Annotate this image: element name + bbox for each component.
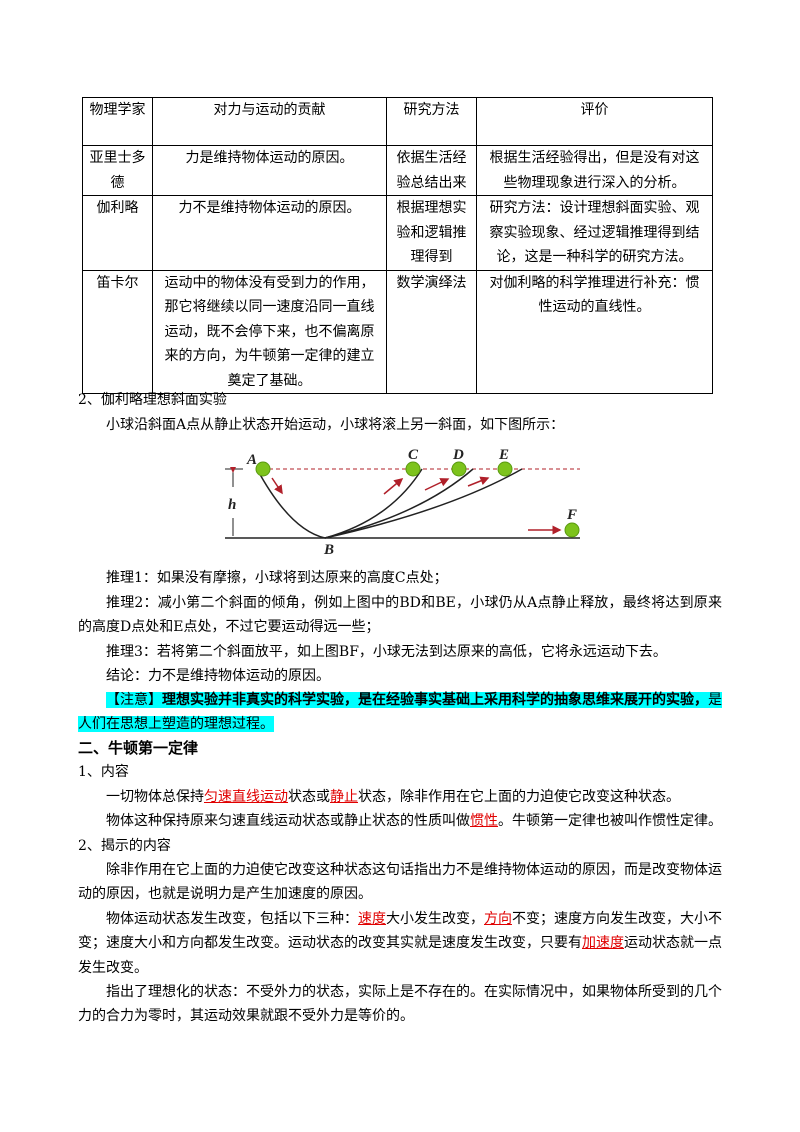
table-header-row: 物理学家 对力与运动的贡献 研究方法 评价 (82, 97, 713, 146)
cell: 依据生活经验总结出来 (386, 145, 477, 196)
reasoning-2: 推理2：减小第二个斜面的倾角，例如上图中的BD和BE，小球仍从A点静止释放，最终… (78, 595, 722, 636)
ball-f (564, 522, 580, 538)
text: 。牛顿第一定律也被叫作惯性定律。 (498, 813, 722, 829)
key-term: 方向 (484, 911, 512, 927)
slope-be (324, 468, 523, 539)
header-cell: 评价 (476, 97, 713, 146)
reasoning-1: 推理1：如果没有摩擦，小球将到达原来的高度C点处； (106, 570, 448, 586)
key-term: 静止 (330, 789, 358, 805)
label-h: h (228, 497, 236, 513)
slope-ab (256, 468, 326, 539)
key-term: 惯性 (470, 813, 498, 829)
cell: 伽利略 (82, 195, 153, 271)
text: 物体这种保持原来匀速直线运动状态或静止状态的性质叫做 (106, 813, 470, 829)
conclusion: 结论：力不是维持物体运动的原因。 (106, 668, 330, 684)
cell: 根据生活经验得出，但是没有对这些物理现象进行深入的分析。 (476, 145, 713, 196)
motion-arrow (467, 476, 490, 487)
note-tag: 【注意】 (106, 692, 162, 708)
subheading: 2、揭示的内容 (78, 838, 171, 854)
header-cell: 物理学家 (82, 97, 153, 146)
text: 状态或 (288, 789, 330, 805)
note-rest: 是人们在思想上塑造的理想过程。 (78, 692, 722, 733)
paragraph: 一切物体总保持匀速直线运动状态或静止状态，除非作用在它上面的力迫使它改变这种状态… (78, 785, 722, 809)
paragraph: 除非作用在它上面的力迫使它改变这种状态这句话指出力不是维持物体运动的原因，而是改… (78, 862, 722, 903)
paragraph: 物体运动状态发生改变，包括以下三种：速度大小发生改变，方向不变；速度方向发生改变… (78, 907, 722, 980)
label-f: F (566, 507, 577, 523)
cell: 研究方法：设计理想斜面实验、观察实验现象、经过逻辑推理得到结论，这是一种科学的研… (476, 195, 713, 271)
ball-c (405, 461, 421, 477)
table-row: 笛卡尔 运动中的物体没有受到力的作用，那它将继续以同一速度沿同一直线运动，既不会… (82, 269, 713, 394)
text: 状态，除非作用在它上面的力迫使它改变这种状态。 (358, 789, 680, 805)
paragraph: 物体这种保持原来匀速直线运动状态或静止状态的性质叫做惯性。牛顿第一定律也被叫作惯… (78, 809, 722, 833)
slope-bd (324, 468, 474, 539)
cell: 数学演绎法 (386, 269, 477, 394)
key-term: 加速度 (582, 935, 624, 952)
label-e: E (498, 447, 509, 463)
cell: 力是维持物体运动的原因。 (152, 145, 387, 196)
ball-e (497, 461, 513, 477)
key-term: 速度 (358, 911, 386, 927)
table-row: 亚里士多德 力是维持物体运动的原因。 依据生活经验总结出来 根据生活经验得出，但… (82, 145, 713, 196)
motion-arrow (424, 478, 450, 491)
label-c: C (408, 447, 419, 463)
ball-d (451, 461, 467, 477)
ball-a (255, 461, 271, 477)
motion-arrow (271, 477, 283, 495)
section-heading: 二、牛顿第一定律 (78, 739, 199, 757)
text: 大小发生改变， (386, 911, 484, 927)
text: 物体运动状态发生改变，包括以下三种： (106, 911, 358, 927)
label-d: D (452, 447, 464, 463)
section-title: 2、伽利略理想斜面实验 (78, 392, 227, 408)
cell: 根据理想实验和逻辑推理得到 (386, 195, 477, 271)
note-bold: 理想实验并非真实的科学实验，是在经验事实基础上采用科学的抽象思维来展开的实验， (162, 692, 708, 708)
table-row: 伽利略 力不是维持物体运动的原因。 根据理想实验和逻辑推理得到 研究方法：设计理… (82, 195, 713, 271)
key-term: 匀速直线运动 (204, 789, 288, 805)
intro-text: 小球沿斜面A点从静止状态开始运动，小球将滚上另一斜面，如下图所示： (106, 417, 565, 433)
cell: 运动中的物体没有受到力的作用，那它将继续以同一速度沿同一直线运动，既不会停下来，… (152, 269, 387, 394)
text: 不变；速度方向发生改变，大小不变；速度大小和方向都发生改变。运动状态的改变其实就… (78, 911, 722, 952)
text: 运动状态就一点发生改变。 (78, 935, 722, 976)
subheading: 1、内容 (78, 764, 129, 780)
physicists-table: 物理学家 对力与运动的贡献 研究方法 评价 亚里士多德 力是维持物体运动的原因。… (82, 97, 713, 394)
slope-bc (324, 468, 423, 539)
label-b: B (323, 542, 334, 558)
note-paragraph: 【注意】理想实验并非真实的科学实验，是在经验事实基础上采用科学的抽象思维来展开的… (78, 688, 722, 737)
header-cell: 对力与运动的贡献 (152, 97, 387, 146)
motion-arrow (383, 478, 404, 495)
cell: 对伽利略的科学推理进行补充：惯性运动的直线性。 (476, 269, 713, 394)
paragraph: 指出了理想化的状态：不受外力的状态，实际上是不存在的。在实际情况中，如果物体所受… (78, 984, 722, 1025)
cell: 力不是维持物体运动的原因。 (152, 195, 387, 271)
text: 一切物体总保持 (106, 789, 204, 805)
label-a: A (246, 452, 257, 468)
reasoning-3: 推理3：若将第二个斜面放平，如上图BF，小球无法到达原来的高低，它将永远运动下去… (106, 644, 667, 660)
